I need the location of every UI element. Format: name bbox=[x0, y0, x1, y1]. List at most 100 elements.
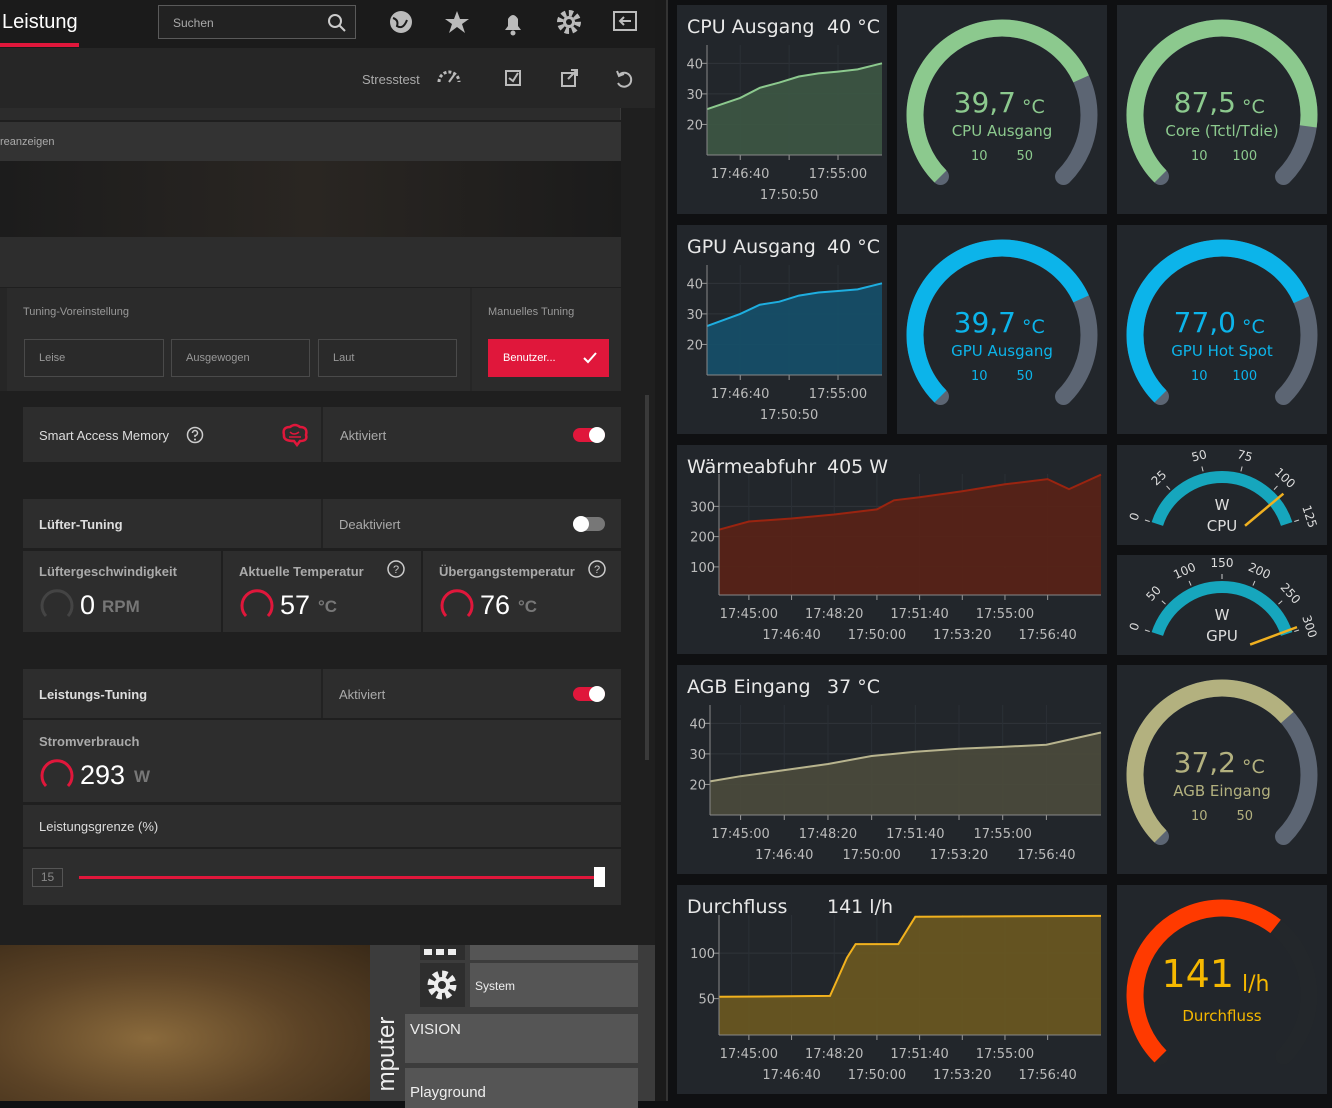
launcher-tile[interactable] bbox=[470, 945, 638, 960]
metric-value: 0 bbox=[80, 590, 96, 620]
gauge-tick-label: 100 bbox=[1232, 149, 1257, 164]
splitter bbox=[655, 0, 668, 1101]
limit-input[interactable]: 15 bbox=[32, 868, 63, 887]
active-tab[interactable]: Leistung bbox=[2, 11, 78, 33]
toggle[interactable] bbox=[573, 516, 605, 532]
gauge-tick-label: 100 bbox=[1232, 369, 1257, 384]
sam-row bbox=[23, 407, 621, 462]
nav-icons[interactable] bbox=[385, 8, 645, 38]
divider bbox=[321, 669, 323, 718]
svg-text:?: ? bbox=[393, 564, 399, 576]
launcher-tile[interactable] bbox=[470, 963, 638, 1007]
gauge-label: AGB Eingang bbox=[1173, 782, 1271, 800]
x-tick-label: 17:45:00 bbox=[711, 827, 769, 842]
panel-title: GPU Ausgang bbox=[687, 236, 816, 258]
gauge-value-label: 39,7 bbox=[954, 306, 1016, 339]
scrollbar[interactable] bbox=[645, 395, 649, 760]
y-tick-label: 40 bbox=[689, 717, 706, 732]
gauge-tick bbox=[1144, 519, 1150, 522]
x-tick-label: 17:51:40 bbox=[890, 607, 948, 622]
gauge-arc bbox=[1151, 471, 1293, 526]
fan-state: Deaktiviert bbox=[339, 517, 401, 532]
x-tick-label: 17:46:40 bbox=[755, 848, 813, 863]
gauge-tick-label: 125 bbox=[1299, 504, 1319, 530]
notice-text: reanzeigen bbox=[0, 136, 55, 148]
gauge-value bbox=[1126, 899, 1281, 1063]
gauge-value-label: 77,0 bbox=[1174, 306, 1236, 339]
gauge-tick bbox=[1294, 519, 1300, 522]
gauge-tick bbox=[1161, 600, 1166, 605]
gauge-unit: °C bbox=[1022, 316, 1045, 338]
x-tick-label: 17:51:40 bbox=[890, 1047, 948, 1062]
slider-track[interactable] bbox=[79, 876, 597, 879]
y-tick-label: 300 bbox=[690, 500, 715, 515]
panel-current: 37 °C bbox=[827, 676, 880, 698]
launcher-tile[interactable] bbox=[405, 1014, 638, 1063]
toggle[interactable] bbox=[573, 427, 605, 443]
power-row bbox=[23, 669, 621, 718]
y-tick-label: 20 bbox=[686, 118, 703, 133]
toolbar-icons[interactable] bbox=[436, 66, 636, 92]
search-box[interactable]: Suchen bbox=[158, 5, 356, 39]
consumption-cell bbox=[23, 720, 621, 802]
x-tick-label: 17:48:20 bbox=[799, 827, 857, 842]
y-tick-label: 20 bbox=[689, 778, 706, 793]
menu-item[interactable]: VISION bbox=[410, 1021, 461, 1038]
x-tick-label: 17:56:40 bbox=[1017, 848, 1075, 863]
preset-button[interactable]: Leise bbox=[24, 339, 164, 377]
gauge-tick bbox=[1278, 600, 1283, 605]
y-tick-label: 30 bbox=[686, 308, 703, 323]
metric-icons bbox=[40, 589, 474, 618]
y-tick-label: 40 bbox=[686, 277, 703, 292]
x-tick-label: 17:55:00 bbox=[976, 1047, 1034, 1062]
slider-thumb[interactable] bbox=[594, 867, 605, 887]
preset-button[interactable]: Laut bbox=[318, 339, 457, 377]
x-tick-label: 17:45:00 bbox=[720, 607, 778, 622]
preset-button[interactable]: Ausgewogen bbox=[171, 339, 310, 377]
metric-unit: °C bbox=[318, 597, 338, 616]
vertical-label: mputer bbox=[373, 1016, 400, 1092]
needle bbox=[1244, 492, 1285, 527]
menu-item[interactable]: Playground bbox=[410, 1084, 486, 1101]
gauge-unit: °C bbox=[1242, 316, 1265, 338]
metric-unit: RPM bbox=[102, 597, 140, 616]
panel-title: CPU Ausgang bbox=[687, 16, 814, 38]
y-tick-label: 30 bbox=[686, 88, 703, 103]
gauge-tick-label: 10 bbox=[1191, 809, 1208, 824]
sam-label: Smart Access Memory bbox=[39, 428, 170, 443]
gauge-tick-label: 0 bbox=[1127, 511, 1143, 523]
stresstest-label[interactable]: Stresstest bbox=[362, 72, 420, 87]
x-tick-label: 17:48:20 bbox=[805, 1047, 863, 1062]
gauge-label: GPU Hot Spot bbox=[1171, 342, 1273, 360]
y-tick-label: 100 bbox=[690, 947, 715, 962]
custom-button[interactable]: Benutzer... bbox=[488, 339, 609, 377]
consumption-icon bbox=[40, 759, 74, 788]
metric-value: 57 bbox=[280, 590, 311, 620]
area bbox=[707, 283, 882, 375]
tab-underline bbox=[0, 43, 79, 47]
help-icons[interactable]: ?? bbox=[385, 559, 607, 579]
gauge-value-label: 141 bbox=[1161, 952, 1234, 996]
x-tick-label: 17:50:00 bbox=[848, 628, 906, 643]
toggle[interactable] bbox=[573, 686, 605, 702]
x-tick-label: 17:55:00 bbox=[974, 827, 1032, 842]
menu-item[interactable]: System bbox=[475, 979, 516, 993]
gauge-tick bbox=[1201, 466, 1204, 472]
line bbox=[718, 473, 1102, 531]
x-tick-label: 17:55:00 bbox=[809, 387, 867, 402]
gauge-value bbox=[1126, 679, 1294, 843]
gauge-tick bbox=[1273, 485, 1278, 490]
preset-label: Tuning-Voreinstellung bbox=[23, 306, 129, 318]
panel-current: 40 °C bbox=[827, 16, 880, 38]
help-icon[interactable] bbox=[186, 426, 204, 444]
gauge-label: CPU Ausgang bbox=[952, 122, 1053, 140]
metric-value: 76 bbox=[480, 590, 511, 620]
panel bbox=[1117, 555, 1327, 655]
fan-label: Lüfter-Tuning bbox=[39, 517, 123, 532]
x-tick-label: 17:50:50 bbox=[760, 188, 818, 203]
gauge-value bbox=[906, 19, 1089, 183]
x-tick-label: 17:48:20 bbox=[805, 607, 863, 622]
line bbox=[718, 914, 1102, 998]
dashboard: CPU Ausgang 40 °C 20 30 40 17:46:40 17:50:50 17… bbox=[677, 5, 1327, 1094]
gauge-value bbox=[1126, 19, 1318, 183]
